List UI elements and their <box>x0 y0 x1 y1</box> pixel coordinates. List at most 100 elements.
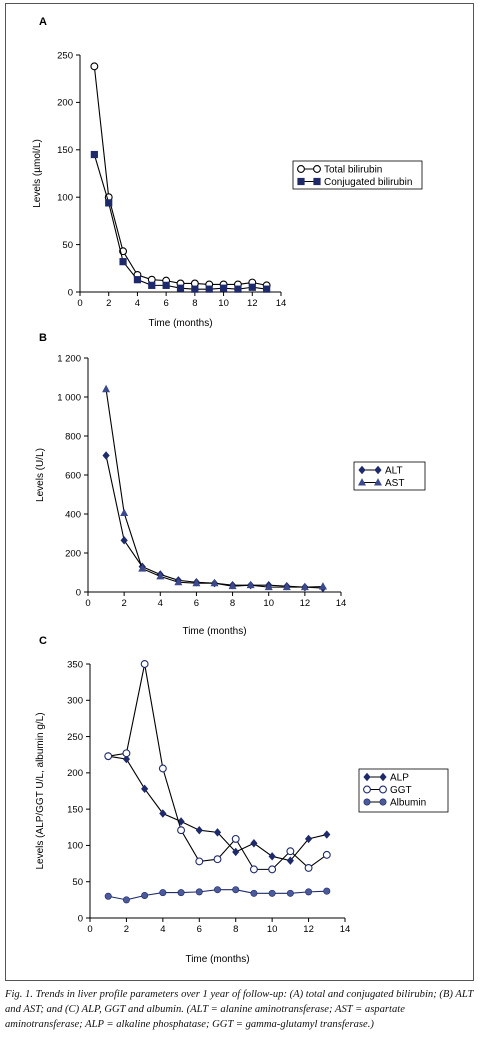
x-tick-label: 8 <box>230 598 235 609</box>
data-point <box>177 817 185 826</box>
data-point <box>195 857 204 866</box>
y-tick-label: 50 <box>72 877 83 888</box>
legend-swatch-marker <box>374 478 382 486</box>
data-point <box>322 850 331 859</box>
data-point <box>148 281 156 289</box>
legend-entry: ALP <box>390 773 409 784</box>
x-tick-label: 4 <box>160 924 165 935</box>
x-tick-label: 12 <box>247 298 258 309</box>
x-tick-label: 0 <box>87 924 92 935</box>
data-point <box>263 285 271 293</box>
legend-entry: AST <box>385 478 404 489</box>
legend-swatch-marker <box>379 772 387 782</box>
legend-swatch-marker <box>379 785 387 794</box>
data-point <box>286 856 294 865</box>
data-point <box>210 578 219 587</box>
data-point <box>323 887 331 895</box>
data-point <box>300 582 309 591</box>
data-point <box>177 889 185 897</box>
y-axis-label: Levels (ALP/GGT U/L, albumin g/L) <box>35 712 46 869</box>
data-point <box>104 892 112 900</box>
data-point <box>264 582 273 591</box>
series-line <box>93 154 267 290</box>
data-point <box>250 839 258 848</box>
y-tick-label: 300 <box>67 696 83 707</box>
figure-frame <box>5 3 474 981</box>
data-point <box>104 752 113 761</box>
y-tick-label: 200 <box>65 548 81 559</box>
legend-swatch-marker <box>358 478 366 486</box>
x-tick-label: 4 <box>135 298 140 309</box>
data-point <box>213 855 222 864</box>
x-tick-label: 6 <box>194 598 199 609</box>
data-point <box>305 888 313 896</box>
legend-entry: GGT <box>390 785 412 796</box>
x-tick-label: 10 <box>218 298 229 309</box>
data-point <box>159 889 167 897</box>
panel-letter: A <box>39 16 47 28</box>
data-point <box>158 764 167 773</box>
data-point <box>120 508 129 517</box>
series-total-bilirubin <box>90 62 271 290</box>
chart-panel-c: C 0 50 100 150 200 250 300 350 0 2 4 6 8 10 12 14 Time (m… <box>35 635 449 965</box>
x-tick-label: 8 <box>233 924 238 935</box>
data-point <box>120 536 128 545</box>
chart-panel-a: A 0 50 100 150 200 250 0 2 4 6 8 10 12 14 Time (months)… <box>32 16 423 329</box>
data-point <box>141 784 149 794</box>
legend-swatch-marker <box>358 465 366 475</box>
legend-swatch-marker <box>363 772 371 782</box>
data-point <box>102 451 110 460</box>
y-tick-label: 800 <box>65 431 81 442</box>
y-tick-label: 200 <box>57 98 73 109</box>
data-point <box>323 830 331 839</box>
data-point <box>174 577 183 586</box>
x-tick-label: 10 <box>267 924 278 935</box>
data-point <box>282 582 291 591</box>
x-tick-label: 6 <box>163 298 168 309</box>
data-point <box>90 150 98 159</box>
x-tick-label: 0 <box>85 598 90 609</box>
data-point <box>268 865 277 874</box>
x-tick-label: 14 <box>276 298 287 309</box>
series-line <box>108 755 327 862</box>
series-ggt <box>104 660 331 874</box>
data-point <box>122 754 131 764</box>
data-point <box>140 660 149 668</box>
legend-entry: Albumin <box>390 798 426 809</box>
y-tick-label: 150 <box>67 804 83 815</box>
x-tick-label: 2 <box>121 598 126 609</box>
y-tick-label: 1 000 <box>57 392 81 403</box>
data-point <box>105 199 113 207</box>
y-tick-label: 400 <box>65 509 81 520</box>
chart-panel-b: B 0 200 400 600 800 1 000 1 200 0 2 4 6 8 10 12 14 Time … <box>35 332 426 637</box>
data-point <box>304 863 313 872</box>
legend-swatch-marker <box>363 785 371 794</box>
series-conjugated-bilirubin <box>90 150 271 293</box>
data-point <box>195 825 203 835</box>
y-axis-label: Levels (U/L) <box>35 448 46 502</box>
legend-swatch-marker <box>374 465 382 475</box>
data-point <box>248 283 256 291</box>
data-point <box>231 834 240 843</box>
data-point <box>191 285 199 293</box>
x-tick-label: 2 <box>124 924 129 935</box>
data-point <box>286 847 295 856</box>
data-point <box>141 892 149 900</box>
x-axis-label: Time (months) <box>148 318 212 329</box>
series-alt <box>102 451 327 593</box>
data-point <box>122 749 131 758</box>
data-point <box>176 284 185 292</box>
legend-entry: Conjugated bilirubin <box>324 177 412 188</box>
data-point <box>119 258 127 266</box>
y-tick-label: 0 <box>76 587 81 598</box>
x-axis-label: Time (months) <box>185 954 249 965</box>
y-tick-label: 1 200 <box>57 353 81 364</box>
data-point <box>228 581 237 590</box>
data-point <box>286 889 294 897</box>
y-axis-label: Levels (µmol/L) <box>32 139 43 208</box>
data-point <box>177 826 186 835</box>
y-tick-label: 600 <box>65 470 81 481</box>
